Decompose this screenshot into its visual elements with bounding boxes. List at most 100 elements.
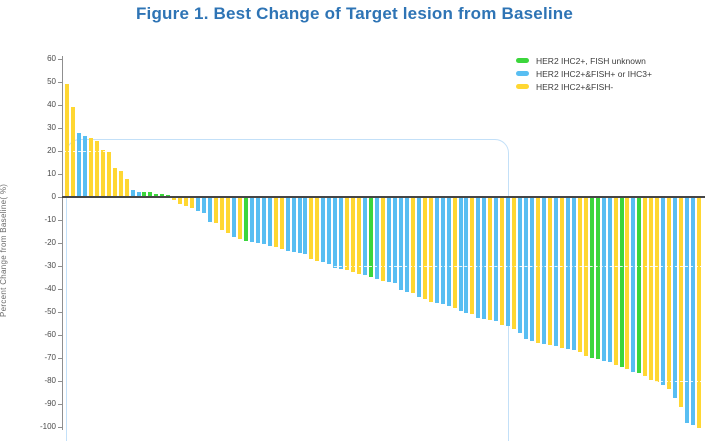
waterfall-bar — [249, 198, 254, 242]
y-tick-mark — [58, 334, 62, 336]
waterfall-bar — [291, 198, 296, 253]
waterfall-bar — [130, 190, 135, 197]
waterfall-bar — [559, 198, 564, 348]
y-tick-label: 50 — [47, 77, 56, 86]
waterfall-bar — [178, 198, 183, 204]
waterfall-bar — [309, 198, 314, 259]
waterfall-bar — [339, 198, 344, 270]
waterfall-bar — [231, 198, 236, 238]
waterfall-bar — [100, 149, 105, 197]
waterfall-bar — [303, 198, 308, 255]
waterfall-bar — [243, 198, 248, 241]
waterfall-bar — [124, 178, 129, 197]
waterfall-bar — [416, 198, 421, 297]
waterfall-bar — [202, 198, 207, 213]
waterfall-bar — [267, 198, 272, 247]
waterfall-bar — [345, 198, 350, 271]
waterfall-bar — [607, 198, 612, 363]
white-gridline — [63, 381, 703, 382]
y-tick-mark — [58, 58, 62, 60]
waterfall-bar — [547, 198, 552, 346]
waterfall-bar — [410, 198, 415, 294]
y-tick-mark — [58, 81, 62, 83]
y-tick-mark — [58, 127, 62, 129]
white-gridline — [63, 266, 703, 267]
waterfall-bar — [297, 198, 302, 254]
waterfall-bar — [673, 198, 678, 399]
waterfall-bar — [470, 198, 475, 315]
y-tick-label: 60 — [47, 54, 56, 63]
chart-title: Figure 1. Best Change of Target lesion f… — [135, 4, 574, 23]
waterfall-bar — [148, 192, 153, 197]
y-tick-label: -40 — [44, 284, 56, 293]
waterfall-bar — [208, 198, 213, 223]
waterfall-bar — [381, 198, 385, 281]
y-tick-label: 40 — [47, 100, 56, 109]
zero-baseline-axis — [62, 196, 705, 198]
waterfall-bar — [118, 170, 123, 197]
y-tick-mark — [58, 104, 62, 106]
waterfall-bar — [446, 198, 451, 307]
waterfall-bar — [160, 193, 165, 197]
waterfall-bar — [571, 198, 576, 350]
waterfall-bar — [315, 198, 320, 262]
waterfall-bar — [386, 198, 391, 282]
waterfall-bar — [500, 198, 505, 325]
waterfall-bar — [637, 198, 642, 373]
waterfall-bar — [536, 198, 541, 343]
waterfall-bar — [428, 198, 433, 302]
y-tick-label: -70 — [44, 353, 56, 362]
y-tick-label: -80 — [44, 376, 56, 385]
waterfall-bar — [64, 84, 69, 197]
waterfall-bar — [661, 198, 666, 386]
y-tick-label: -100 — [39, 422, 56, 431]
waterfall-bar — [697, 198, 702, 428]
y-tick-mark — [58, 311, 62, 313]
legend-swatch-yellow-icon — [516, 84, 529, 89]
waterfall-bar — [512, 198, 517, 330]
waterfall-bar — [398, 198, 403, 290]
waterfall-bar — [458, 198, 463, 311]
waterfall-bar — [553, 198, 558, 347]
y-tick-mark — [58, 265, 62, 267]
waterfall-bar — [392, 198, 397, 284]
waterfall-bar — [220, 198, 224, 231]
waterfall-bar — [255, 198, 260, 243]
y-tick-mark — [58, 242, 62, 244]
waterfall-bar — [404, 198, 409, 293]
waterfall-bar — [190, 198, 195, 209]
waterfall-bar — [625, 198, 630, 370]
waterfall-bar — [321, 198, 326, 263]
waterfall-bar — [261, 198, 266, 244]
waterfall-bar — [351, 198, 356, 272]
waterfall-bar — [172, 198, 177, 201]
y-tick-mark — [58, 357, 62, 359]
waterfall-bar — [357, 198, 362, 274]
y-tick-mark — [58, 403, 62, 405]
waterfall-bar — [112, 168, 117, 197]
y-tick-mark — [58, 173, 62, 175]
waterfall-bar — [94, 140, 99, 197]
y-tick-label: -10 — [44, 215, 56, 224]
legend-label: HER2 IHC2+&FISH- — [536, 81, 614, 92]
waterfall-bar — [655, 198, 660, 382]
waterfall-bar — [613, 198, 618, 365]
waterfall-bar — [440, 198, 445, 304]
waterfall-bar — [494, 198, 499, 322]
waterfall-bar — [667, 198, 672, 389]
waterfall-bar — [649, 198, 654, 380]
waterfall-bar — [333, 198, 338, 269]
waterfall-bar — [589, 198, 594, 358]
y-tick-label: -60 — [44, 330, 56, 339]
y-axis-spine — [62, 56, 63, 430]
y-tick-mark — [58, 219, 62, 221]
y-tick-label: 10 — [47, 169, 56, 178]
waterfall-bar — [422, 198, 427, 300]
legend-label: HER2 IHC2+, FISH unknown — [536, 55, 646, 66]
waterfall-bar — [577, 198, 582, 353]
waterfall-bar — [136, 192, 141, 197]
y-tick-mark — [58, 426, 62, 428]
waterfall-bar — [619, 198, 624, 368]
